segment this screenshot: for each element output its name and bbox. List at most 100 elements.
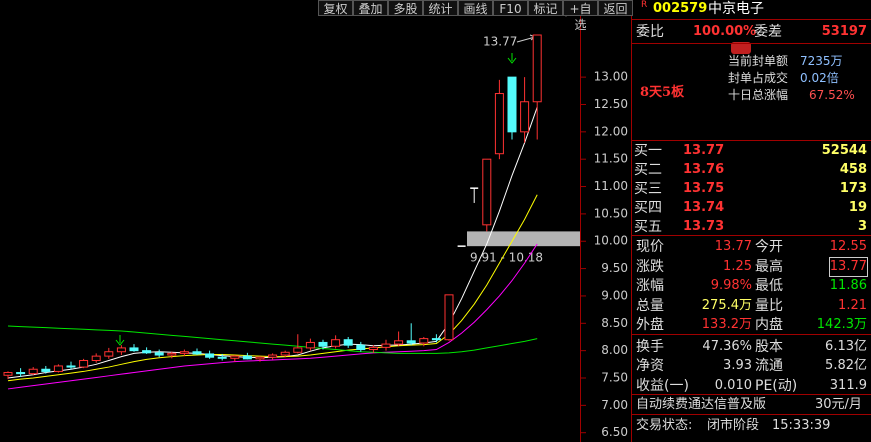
- y-tick-label: 8.00: [601, 343, 628, 357]
- toolbar-button[interactable]: +自选: [563, 0, 598, 32]
- quote-label: 换手: [636, 338, 664, 355]
- quote-label: 内盘: [755, 317, 783, 333]
- candle-body: [3, 372, 13, 376]
- status: 闭市阶段: [707, 418, 760, 433]
- high-arrow: [516, 34, 537, 43]
- moving-average: [7, 325, 538, 354]
- candle-body: [205, 353, 215, 358]
- candle-body: [494, 93, 504, 155]
- quote-value: 13.77: [714, 239, 752, 254]
- toolbar-button[interactable]: 返回: [598, 0, 633, 16]
- info-value: 0.02倍: [800, 71, 839, 85]
- quote-label: 量比: [755, 297, 783, 314]
- high-label: 13.77: [483, 35, 517, 49]
- quote-value: 3.93: [723, 358, 752, 373]
- candle-body: [16, 372, 26, 375]
- candle-body: [79, 359, 89, 368]
- y-tick-label: 12.50: [594, 97, 628, 111]
- bid-price: 13.73: [683, 219, 725, 234]
- info-label: 十日总涨幅: [728, 88, 789, 102]
- candle-body: [41, 368, 51, 372]
- y-tick-label: 7.00: [601, 398, 628, 412]
- toolbar-button[interactable]: 多股: [388, 0, 423, 16]
- toolbar-button[interactable]: 叠加: [353, 0, 388, 16]
- bid-volume: 173: [839, 181, 867, 196]
- quote-value: 13.77: [828, 256, 869, 277]
- quote-label: 流通: [755, 358, 783, 374]
- bid-volume: 3: [857, 219, 867, 234]
- separator: [632, 43, 871, 44]
- ratio-label: 委比: [636, 24, 664, 40]
- candle-body: [268, 354, 278, 358]
- bid-label: 买二: [634, 162, 662, 178]
- bid-price: 13.77: [683, 143, 725, 158]
- candle-body: [343, 339, 353, 346]
- toolbar-button[interactable]: 标记: [528, 0, 563, 16]
- candle-body: [293, 347, 303, 353]
- toolbar-button[interactable]: 画线: [458, 0, 493, 16]
- separator: [632, 19, 871, 20]
- y-tick-label: 13.00: [594, 70, 628, 84]
- y-tick-label: 7.50: [601, 370, 628, 384]
- candle-body: [507, 76, 517, 133]
- y-tick-label: 10.50: [594, 206, 628, 220]
- info-label: 封单占成交: [728, 71, 789, 85]
- bid-volume: 19: [848, 200, 867, 215]
- quote-value: 6.13亿: [825, 338, 867, 354]
- candle-body: [91, 355, 101, 361]
- y-tick-label: 10.00: [594, 234, 628, 248]
- bid-price: 13.74: [683, 200, 725, 215]
- quote-label: PE(动): [755, 377, 798, 394]
- moving-average: [7, 194, 538, 382]
- separator: [632, 235, 871, 236]
- quote-value: 11.86: [829, 278, 867, 293]
- candle-body: [394, 340, 404, 345]
- quote-value: 5.82亿: [825, 358, 867, 373]
- toolbar-button[interactable]: 复权: [318, 0, 353, 16]
- board-count: 8天5板: [640, 85, 685, 100]
- candle-body: [331, 339, 341, 347]
- price-plan[interactable]: 30元/月: [815, 397, 862, 412]
- candle-body: [179, 351, 189, 354]
- badge-icon: [731, 42, 751, 54]
- quote-label: 总量: [636, 297, 664, 314]
- bid-volume: 52544: [821, 143, 867, 158]
- promo[interactable]: 自动续费通达信普及版: [636, 397, 767, 412]
- toolbar-button[interactable]: F10: [493, 0, 528, 16]
- quote-label: 涨跌: [636, 258, 664, 275]
- y-tick-label: 9.00: [601, 288, 628, 302]
- ratio: 100.00%: [693, 24, 757, 39]
- candle-body: [419, 338, 429, 344]
- quote-label: 现价: [636, 239, 664, 255]
- candle-body: [381, 343, 391, 348]
- candle-body: [129, 347, 139, 352]
- quote-label: 收益(一): [636, 377, 689, 394]
- info-value: 67.52%: [809, 88, 855, 102]
- y-tick-label: 9.50: [601, 261, 628, 275]
- quote-label: 涨幅: [636, 278, 664, 294]
- quote-value: 47.36%: [702, 338, 752, 354]
- quote-value: 1.25: [723, 258, 752, 274]
- moving-average: [7, 243, 538, 390]
- quote-value: 0.010: [714, 377, 752, 393]
- candle-body: [368, 346, 378, 351]
- quote-value: 133.2万: [701, 317, 752, 332]
- separator: [632, 394, 871, 395]
- quote-label: 最低: [755, 278, 783, 294]
- quote-value: 311.9: [829, 377, 867, 393]
- candle-body: [520, 101, 530, 133]
- quote-value: 275.4万: [701, 297, 752, 313]
- candle-body: [104, 351, 114, 357]
- candle-body: [167, 352, 177, 356]
- candle-body: [192, 351, 202, 355]
- signal-arrow: [507, 53, 517, 64]
- gap-band: [467, 231, 580, 247]
- toolbar-button[interactable]: 统计: [423, 0, 458, 16]
- status-label: 交易状态:: [636, 418, 693, 433]
- quote-value: 9.98%: [710, 278, 752, 293]
- diff: 53197: [821, 24, 867, 39]
- quote-label: 外盘: [636, 317, 664, 333]
- candle-body: [482, 158, 492, 226]
- info-value: 7235万: [800, 54, 843, 68]
